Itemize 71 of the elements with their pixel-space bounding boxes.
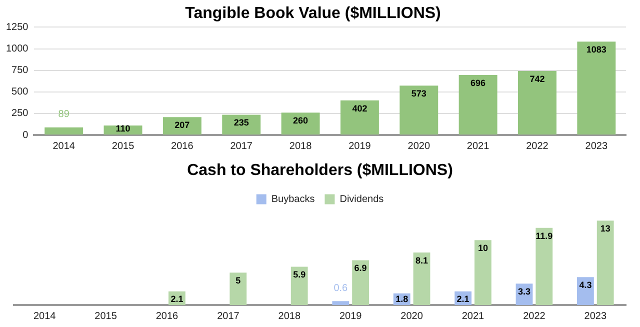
data-label: 742 bbox=[530, 74, 545, 84]
x-tick-label: 2023 bbox=[585, 140, 608, 152]
bar bbox=[400, 86, 438, 134]
x-tick-label: 2022 bbox=[523, 310, 546, 322]
legend-label: Buybacks bbox=[271, 194, 315, 205]
x-tick-label: 2018 bbox=[278, 310, 301, 322]
y-tick-label: 1250 bbox=[6, 22, 29, 33]
data-label: 6.9 bbox=[354, 263, 367, 274]
data-label: 2.1 bbox=[456, 294, 470, 304]
bar bbox=[596, 220, 614, 305]
x-tick-label: 2021 bbox=[462, 310, 485, 322]
y-tick-label: 250 bbox=[12, 108, 29, 120]
data-label: 5 bbox=[236, 276, 241, 286]
x-tick-label: 2023 bbox=[584, 310, 607, 322]
x-tick-label: 2020 bbox=[408, 140, 430, 152]
data-label: 2.1 bbox=[170, 294, 184, 304]
x-tick-label: 2021 bbox=[466, 140, 490, 152]
bar bbox=[474, 240, 492, 305]
x-tick-label: 2014 bbox=[33, 310, 56, 322]
x-tick-label: 2022 bbox=[526, 140, 549, 152]
data-label: 8.1 bbox=[415, 255, 428, 266]
x-tick-label: 2015 bbox=[94, 310, 118, 322]
data-label: 11.9 bbox=[536, 230, 553, 241]
x-tick-label: 2020 bbox=[400, 310, 424, 322]
data-label: 89 bbox=[58, 109, 70, 120]
x-tick-label: 2019 bbox=[348, 140, 372, 152]
chart-title: Cash to Shareholders ($MILLIONS) bbox=[187, 162, 453, 180]
data-label: 402 bbox=[352, 103, 368, 114]
data-label: 207 bbox=[174, 120, 190, 130]
bar bbox=[413, 252, 430, 305]
data-label: 1083 bbox=[586, 44, 606, 55]
x-tick-label: 2014 bbox=[52, 140, 76, 152]
bar bbox=[290, 266, 308, 305]
x-tick-label: 2016 bbox=[171, 140, 194, 152]
bar bbox=[281, 112, 320, 134]
y-tick-label: 750 bbox=[12, 65, 29, 76]
data-label: 1.8 bbox=[396, 294, 408, 304]
bar bbox=[162, 117, 202, 134]
data-label: 0.6 bbox=[334, 282, 348, 294]
bar bbox=[340, 100, 379, 134]
x-tick-label: 2017 bbox=[217, 310, 240, 322]
y-tick-label: 500 bbox=[12, 86, 29, 98]
data-label: 110 bbox=[116, 123, 130, 134]
bar bbox=[332, 301, 350, 305]
data-label: 696 bbox=[470, 78, 486, 88]
bar bbox=[352, 260, 369, 305]
y-tick-label: 1000 bbox=[6, 44, 29, 55]
data-label: 260 bbox=[293, 116, 308, 126]
data-label: 13 bbox=[600, 224, 610, 234]
x-tick-label: 2016 bbox=[156, 310, 179, 322]
x-tick-label: 2017 bbox=[230, 140, 253, 152]
data-label: 573 bbox=[411, 88, 426, 99]
bar bbox=[577, 42, 616, 134]
data-label: 10 bbox=[478, 243, 488, 254]
legend-label: Dividends bbox=[340, 194, 384, 205]
x-tick-label: 2018 bbox=[289, 140, 312, 152]
bar bbox=[577, 277, 594, 305]
bar bbox=[44, 127, 84, 134]
y-tick-label: 0 bbox=[22, 130, 29, 141]
data-label: 4.3 bbox=[579, 280, 592, 290]
x-tick-label: 2015 bbox=[112, 140, 135, 152]
chart-title: Tangible Book Value ($MILLIONS) bbox=[185, 5, 441, 22]
bar bbox=[230, 272, 247, 305]
x-tick-label: 2019 bbox=[339, 310, 362, 322]
bar bbox=[458, 74, 498, 134]
data-label: 3.3 bbox=[518, 286, 531, 297]
bar bbox=[536, 228, 553, 305]
bar bbox=[518, 71, 556, 134]
data-label: 5.9 bbox=[293, 270, 306, 280]
data-label: 235 bbox=[234, 118, 249, 128]
bar bbox=[222, 114, 261, 134]
